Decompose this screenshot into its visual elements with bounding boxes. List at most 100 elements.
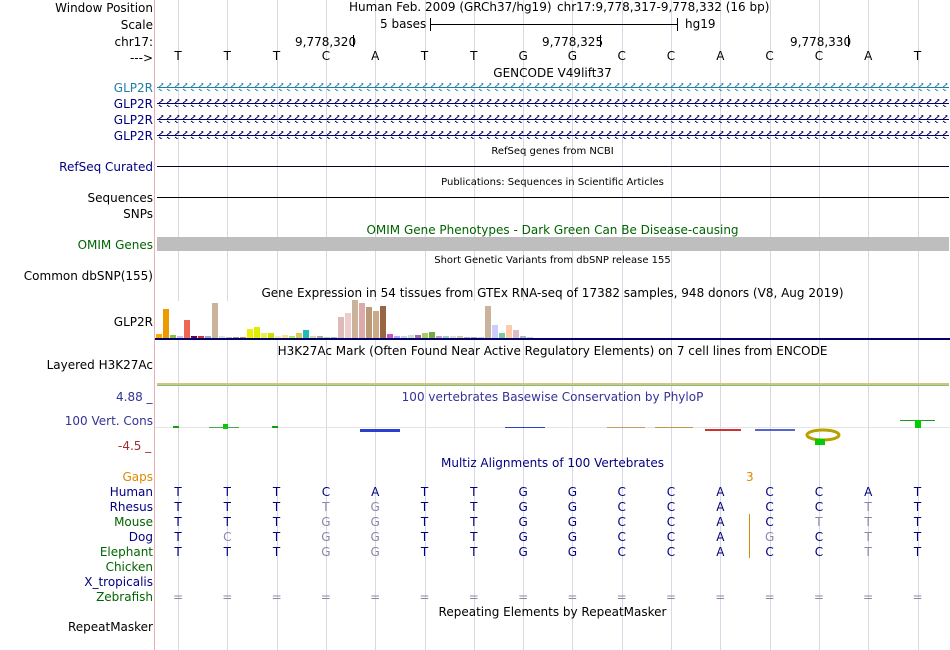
refseq-label[interactable]: RefSeq Curated	[59, 160, 153, 174]
gtex-tissue-bar[interactable]	[212, 303, 218, 338]
grid-line	[769, 0, 771, 650]
gtex-tissue-bar[interactable]	[289, 336, 295, 338]
snps-label[interactable]: SNPs	[123, 207, 153, 221]
gtex-tissue-bar[interactable]	[478, 337, 484, 338]
gtex-tissue-bar[interactable]	[205, 336, 211, 338]
alignment-base: C	[814, 500, 824, 514]
gtex-tissue-bar[interactable]	[366, 307, 372, 338]
sequence-base: T	[470, 49, 478, 63]
gtex-tissue-bar[interactable]	[520, 336, 526, 338]
alignment-base: T	[420, 485, 429, 499]
gtex-tissue-bar[interactable]	[359, 303, 365, 338]
h3k27ac-signal[interactable]	[157, 383, 949, 385]
gtex-tissue-bar[interactable]	[345, 313, 351, 338]
gtex-tissue-bar[interactable]	[527, 337, 533, 338]
gtex-tissue-bar[interactable]	[226, 337, 232, 338]
ruler-tick	[600, 35, 601, 47]
alignment-base: A	[716, 500, 725, 514]
gtex-label[interactable]: GLP2R	[113, 315, 153, 329]
gtex-tissue-bar[interactable]	[415, 335, 421, 338]
species-label[interactable]: Chicken	[105, 560, 153, 574]
gtex-tissue-bar[interactable]	[282, 335, 288, 338]
gtex-tissue-bar[interactable]	[240, 337, 246, 338]
alignment-base: C	[617, 485, 626, 499]
sequence-base: T	[913, 49, 922, 63]
species-label[interactable]: Zebrafish	[96, 590, 153, 604]
gtex-tissue-bar[interactable]	[163, 309, 169, 338]
species-label[interactable]: X_tropicalis	[84, 575, 153, 589]
alignment-base: =	[222, 590, 233, 604]
gtex-tissue-bar[interactable]	[436, 336, 442, 338]
phylop-label[interactable]: 100 Vert. Cons	[64, 414, 153, 428]
gtex-tissue-bar[interactable]	[485, 306, 491, 338]
gtex-tissue-bar[interactable]	[352, 300, 358, 338]
gencode-gene-label[interactable]: GLP2R	[113, 113, 153, 127]
gencode-gene-label[interactable]: GLP2R	[113, 97, 153, 111]
alignment-base: T	[174, 530, 182, 544]
publications-line[interactable]	[157, 197, 949, 198]
gtex-tissue-bar[interactable]	[499, 333, 505, 338]
gtex-tissue-bar[interactable]	[338, 317, 344, 338]
omim-feature-bar[interactable]	[157, 237, 949, 251]
species-label[interactable]: Dog	[128, 530, 153, 544]
gtex-tissue-bar[interactable]	[254, 327, 260, 338]
gtex-tissue-bar[interactable]	[317, 336, 323, 338]
gtex-tissue-bar[interactable]	[331, 337, 337, 338]
gtex-tissue-bar[interactable]	[429, 332, 435, 338]
alignment-base: C	[666, 500, 676, 514]
species-label[interactable]: Human	[109, 485, 153, 499]
dbsnp-label[interactable]: Common dbSNP(155)	[23, 269, 153, 283]
h3k27ac-label[interactable]: Layered H3K27Ac	[46, 358, 153, 372]
gtex-tissue-bar[interactable]	[394, 336, 400, 338]
gtex-tissue-bar[interactable]	[191, 336, 197, 338]
gtex-tissue-bar[interactable]	[422, 333, 428, 338]
gtex-tissue-bar[interactable]	[471, 337, 477, 338]
gtex-tissue-bar[interactable]	[457, 336, 463, 338]
gtex-tissue-bar[interactable]	[219, 336, 225, 338]
gtex-tissue-bar[interactable]	[177, 336, 183, 338]
gencode-gene-label[interactable]: GLP2R	[113, 81, 153, 95]
alignment-base: G	[518, 545, 528, 559]
refseq-gene-line[interactable]	[157, 166, 949, 167]
species-label[interactable]: Elephant	[99, 545, 153, 559]
sequence-base: C	[617, 49, 626, 63]
gtex-baseline	[155, 338, 950, 340]
gtex-tissue-bar[interactable]	[513, 330, 519, 338]
gtex-tissue-bar[interactable]	[247, 329, 253, 338]
publications-label[interactable]: Sequences	[87, 191, 153, 205]
species-label[interactable]: Mouse	[114, 515, 153, 529]
gtex-tissue-bar[interactable]	[380, 306, 386, 338]
gtex-tissue-bar[interactable]	[268, 333, 274, 338]
gtex-tissue-bar[interactable]	[170, 335, 176, 338]
species-label[interactable]: Rhesus	[109, 500, 153, 514]
gtex-tissue-bar[interactable]	[492, 325, 498, 338]
alignment-base: G	[567, 485, 578, 499]
gtex-tissue-bar[interactable]	[443, 336, 449, 338]
gtex-tissue-bar[interactable]	[296, 333, 302, 338]
gtex-tissue-bar[interactable]	[387, 334, 393, 338]
phylop-plot[interactable]	[155, 415, 950, 449]
gaps-label[interactable]: Gaps	[122, 470, 153, 484]
repeatmasker-label[interactable]: RepeatMasker	[67, 620, 153, 634]
gtex-tissue-bar[interactable]	[184, 320, 190, 338]
gtex-tissue-bar[interactable]	[324, 337, 330, 338]
gtex-tissue-bar[interactable]	[464, 337, 470, 338]
gtex-tissue-bar[interactable]	[401, 336, 407, 338]
gtex-tissue-bar[interactable]	[408, 335, 414, 338]
gtex-tissue-bar[interactable]	[156, 334, 162, 338]
gtex-tissue-bar[interactable]	[233, 337, 239, 338]
gtex-tissue-bar[interactable]	[450, 336, 456, 338]
gtex-tissue-bar[interactable]	[373, 311, 379, 338]
h3k27ac-signal[interactable]	[157, 385, 949, 386]
gtex-tissue-bar[interactable]	[275, 336, 281, 338]
sequence-base: A	[716, 49, 725, 63]
gtex-tissue-bar[interactable]	[198, 336, 204, 338]
gencode-gene-label[interactable]: GLP2R	[113, 129, 153, 143]
gtex-tissue-bar[interactable]	[506, 325, 512, 338]
gtex-tissue-bar[interactable]	[261, 333, 267, 338]
omim-label[interactable]: OMIM Genes	[77, 238, 153, 252]
gtex-tissue-bar[interactable]	[303, 330, 309, 338]
gtex-tissue-bar[interactable]	[310, 336, 316, 338]
alignment-base: =	[912, 590, 923, 604]
gencode-transcripts[interactable]	[157, 80, 949, 144]
